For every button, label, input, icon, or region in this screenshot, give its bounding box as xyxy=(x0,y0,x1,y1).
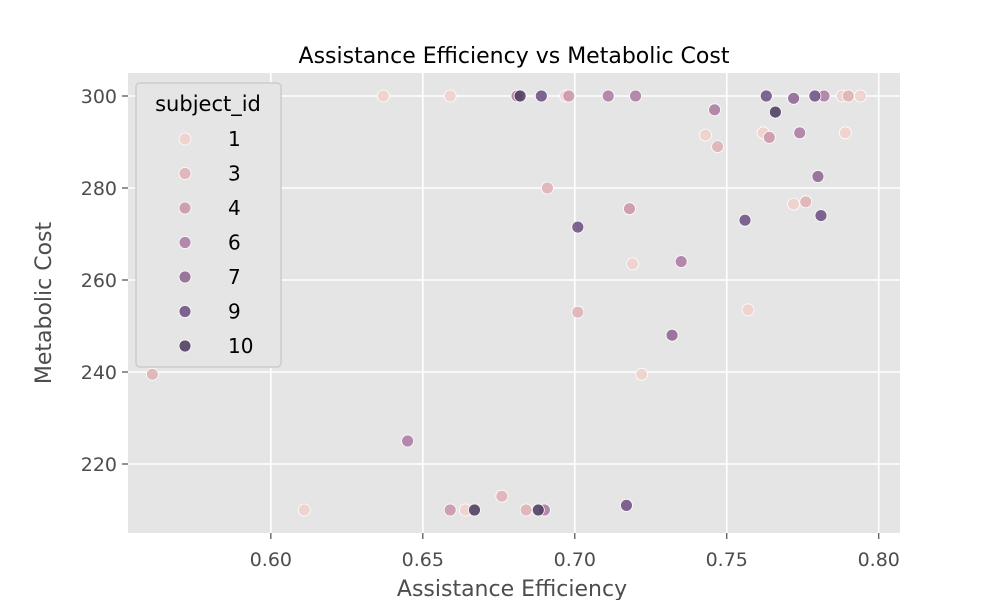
x-axis-ticks: 0.60 0.65 0.70 0.75 0.80 xyxy=(250,533,900,571)
legend-marker-4 xyxy=(178,201,192,215)
data-point-subject-10 xyxy=(513,89,527,103)
chart-title: Assistance Efficiency vs Metabolic Cost xyxy=(299,44,730,69)
data-point-subject-7 xyxy=(787,91,801,105)
data-point-subject-9 xyxy=(808,89,822,103)
legend-marker-7 xyxy=(178,270,192,284)
y-tick-label: 280 xyxy=(81,178,117,200)
legend-items: 1 3 4 6 7 9 10 xyxy=(178,127,253,358)
data-point-subject-3 xyxy=(495,489,509,503)
legend-title: subject_id xyxy=(155,92,261,117)
data-point-subject-4 xyxy=(443,503,457,517)
legend-marker-6 xyxy=(178,236,192,249)
y-tick-label: 300 xyxy=(81,86,117,108)
data-point-subject-3 xyxy=(541,181,554,195)
data-point-subject-7 xyxy=(811,170,825,183)
y-axis-ticks: 220 240 260 280 300 xyxy=(81,86,128,476)
x-tick-label: 0.70 xyxy=(554,549,596,571)
data-point-subject-1 xyxy=(443,89,457,103)
legend-marker-10 xyxy=(178,339,192,353)
data-point-subject-3 xyxy=(799,195,813,209)
data-point-subject-3 xyxy=(841,89,855,103)
legend-label-4: 4 xyxy=(228,196,241,220)
data-point-subject-1 xyxy=(854,89,867,103)
legend-box xyxy=(135,82,282,368)
data-point-subject-1 xyxy=(635,367,649,381)
data-point-subject-6 xyxy=(708,103,721,117)
data-point-subject-6 xyxy=(601,89,615,103)
legend-label-6: 6 xyxy=(228,231,241,255)
data-point-subject-9 xyxy=(571,220,585,234)
data-point-subject-1 xyxy=(741,303,755,317)
x-tick-label: 0.65 xyxy=(402,549,444,571)
data-point-subject-7 xyxy=(665,328,679,342)
y-axis-label: Metabolic Cost xyxy=(32,221,57,384)
data-point-subject-4 xyxy=(623,202,636,216)
data-point-subject-9 xyxy=(814,209,828,223)
data-point-subject-6 xyxy=(674,255,688,269)
legend: subject_id 1 3 4 6 7 9 10 xyxy=(135,82,282,368)
y-tick-label: 220 xyxy=(81,454,117,476)
data-point-subject-1 xyxy=(376,89,390,103)
data-point-subject-10 xyxy=(531,503,545,517)
data-point-subject-3 xyxy=(711,140,725,154)
x-tick-label: 0.75 xyxy=(706,549,748,571)
y-tick-label: 260 xyxy=(81,270,117,292)
data-point-subject-9 xyxy=(738,213,752,227)
x-axis-label: Assistance Efficiency xyxy=(397,577,627,600)
data-point-subject-10 xyxy=(468,503,481,517)
legend-marker-9 xyxy=(178,305,192,318)
data-point-subject-4 xyxy=(762,130,776,144)
data-point-subject-9 xyxy=(620,498,633,512)
data-point-subject-1 xyxy=(787,197,801,211)
data-point-subject-6 xyxy=(629,89,642,103)
data-point-subject-3 xyxy=(519,503,533,517)
data-point-subject-3 xyxy=(571,305,585,319)
legend-label-3: 3 xyxy=(228,162,241,186)
legend-label-10: 10 xyxy=(228,334,253,358)
data-point-subject-9 xyxy=(759,89,773,103)
data-points xyxy=(145,89,867,517)
legend-marker-1 xyxy=(178,132,192,146)
data-point-subject-1 xyxy=(626,257,639,271)
data-point-subject-1 xyxy=(699,128,712,142)
legend-label-7: 7 xyxy=(228,265,241,289)
y-tick-label: 240 xyxy=(81,362,117,384)
data-point-subject-6 xyxy=(793,126,807,140)
data-point-subject-9 xyxy=(534,89,548,103)
data-point-subject-1 xyxy=(838,126,852,140)
data-point-subject-10 xyxy=(768,105,782,119)
legend-label-9: 9 xyxy=(228,300,241,324)
legend-label-1: 1 xyxy=(228,127,241,151)
data-point-subject-6 xyxy=(401,434,415,448)
x-tick-label: 0.60 xyxy=(250,549,292,571)
data-point-subject-1 xyxy=(297,503,311,517)
data-point-subject-3 xyxy=(145,367,159,381)
x-tick-label: 0.80 xyxy=(858,549,900,571)
data-point-subject-4 xyxy=(562,89,576,103)
legend-marker-3 xyxy=(178,167,192,180)
